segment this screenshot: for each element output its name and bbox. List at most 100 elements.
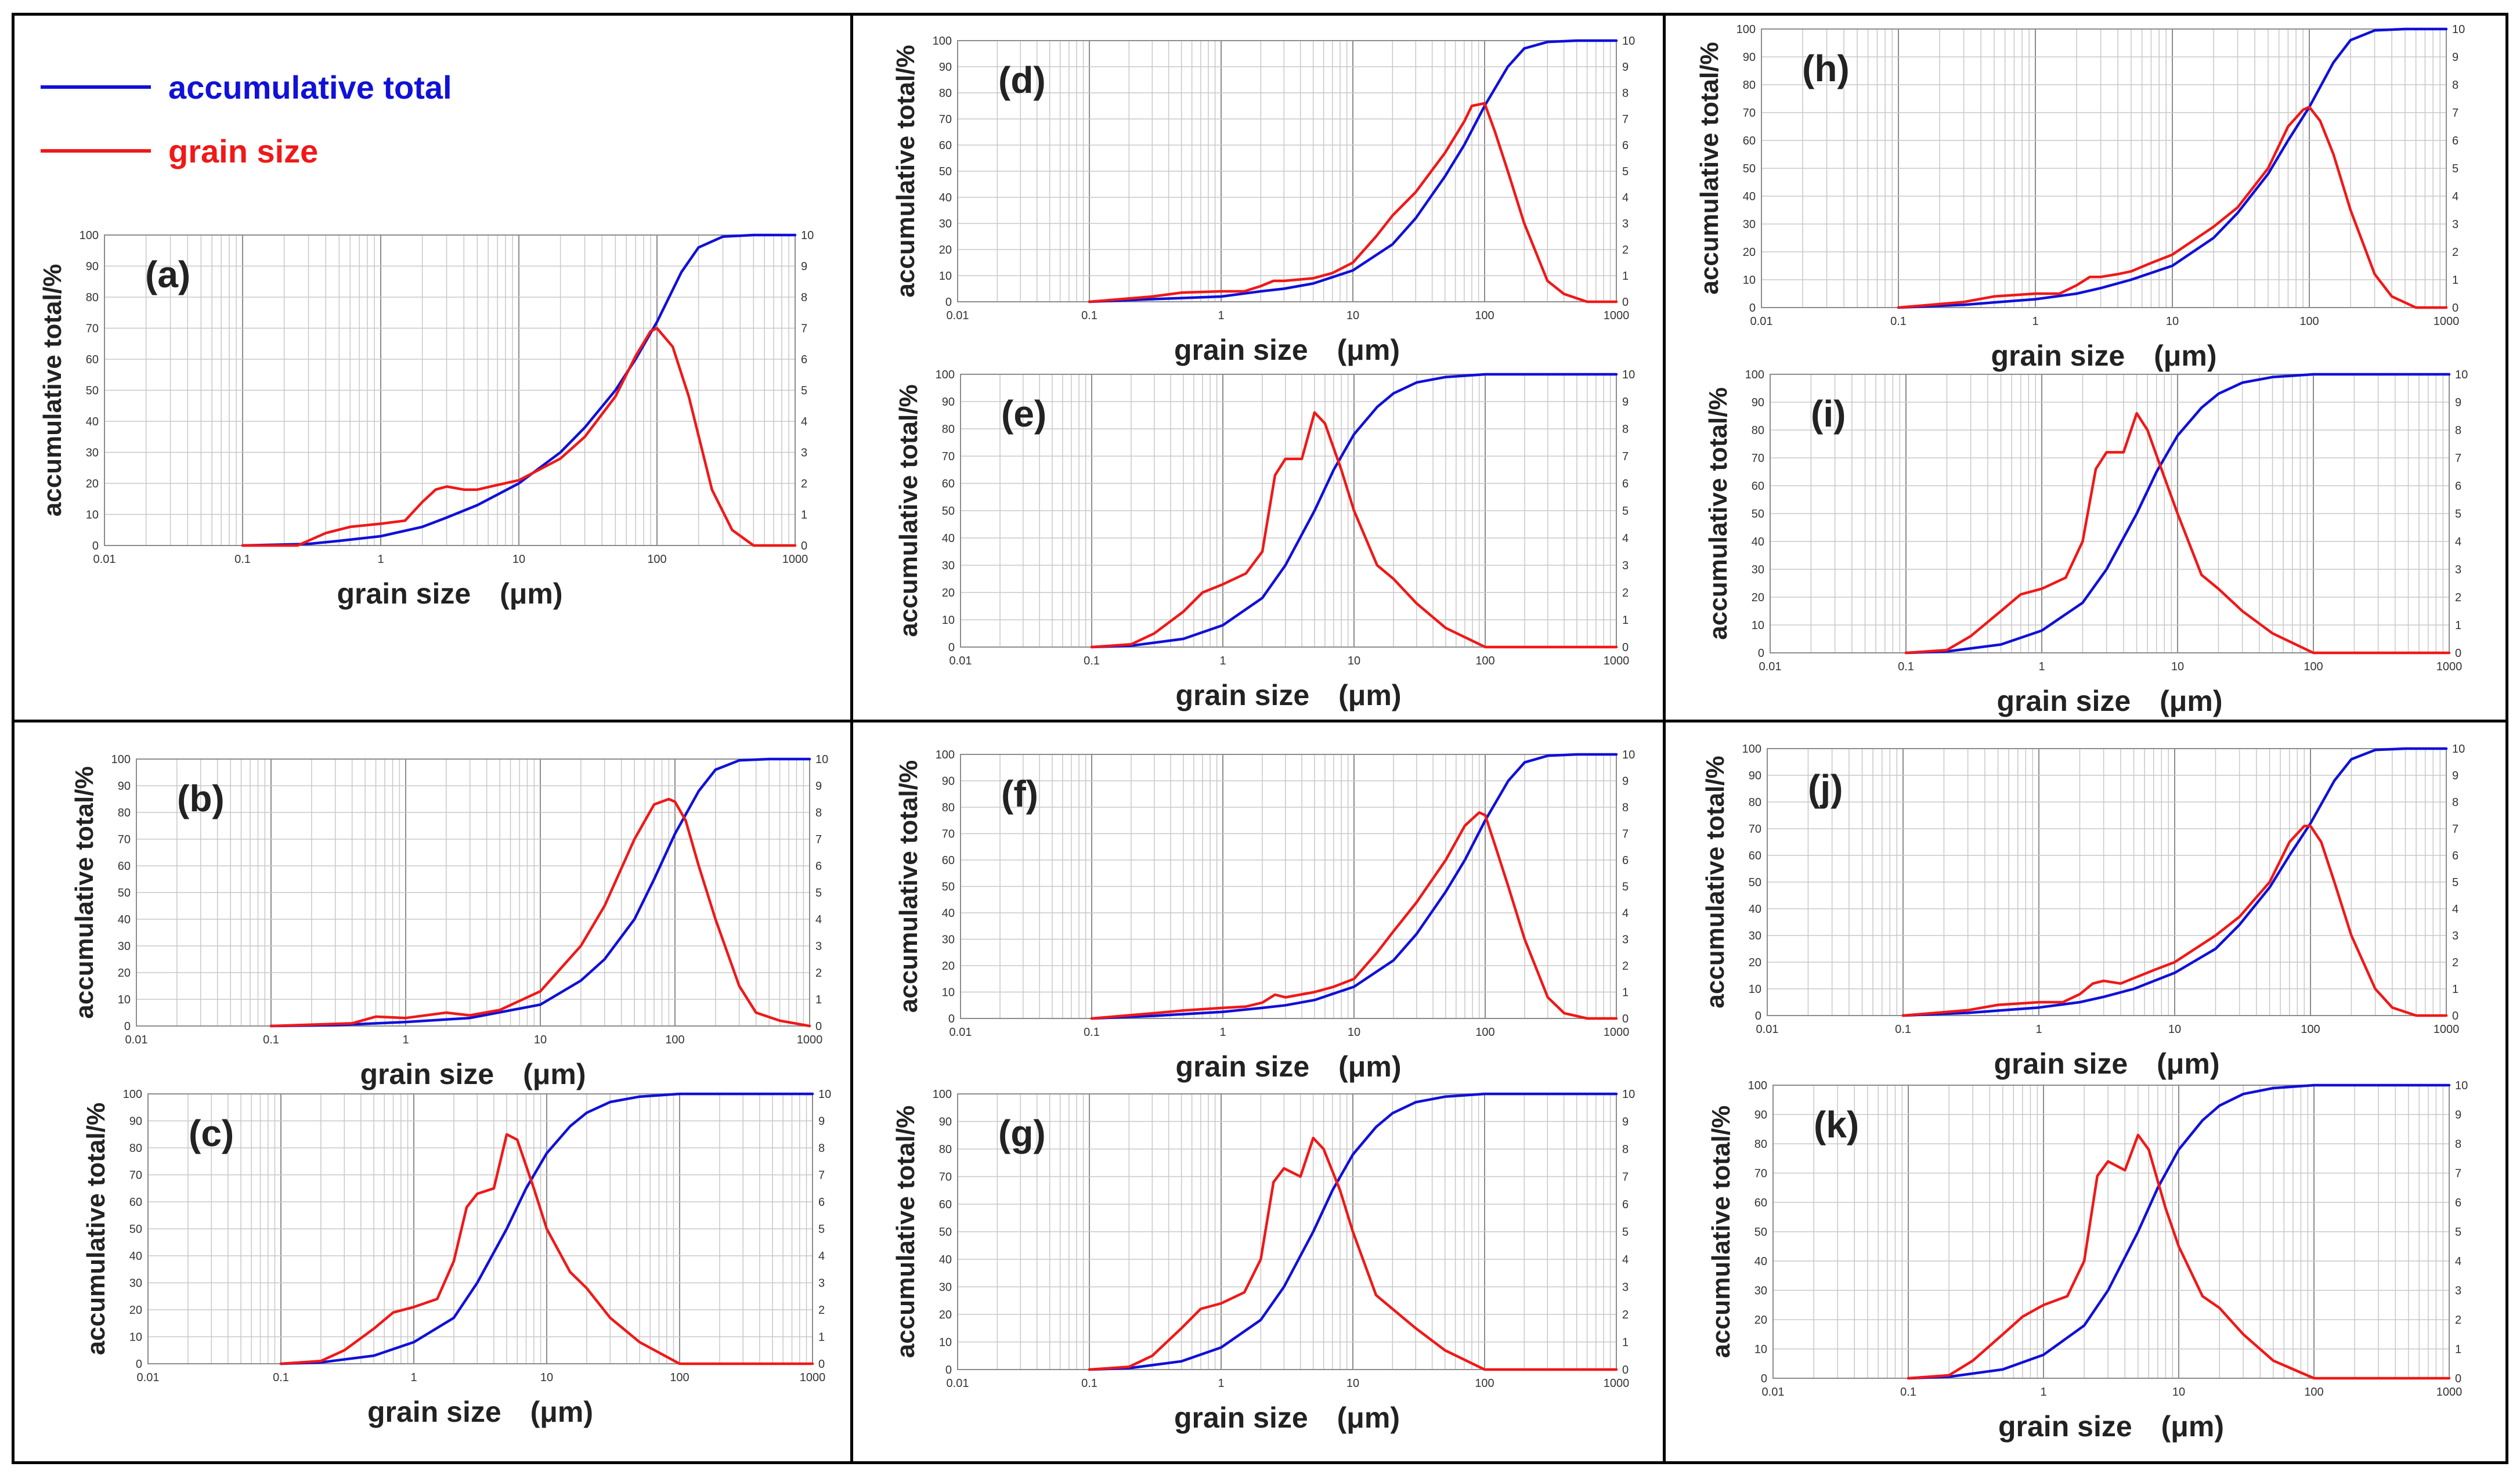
legend: accumulative total grain size bbox=[41, 55, 452, 183]
plot-area bbox=[960, 754, 1617, 1019]
y-tick-label-left: 80 bbox=[942, 801, 955, 814]
panel-label: (b) bbox=[177, 778, 225, 819]
y-tick-label-left: 10 bbox=[1754, 1343, 1767, 1356]
x-tick-label: 0.1 bbox=[273, 1371, 289, 1384]
y-tick-label-left: 70 bbox=[942, 450, 955, 463]
y-tick-label-right: 10 bbox=[1622, 749, 1635, 761]
y-tick-label-right: 4 bbox=[2455, 1255, 2461, 1268]
y-tick-label-right: 8 bbox=[2452, 796, 2458, 809]
x-axis-title: grain size (μm) bbox=[1998, 1410, 2224, 1443]
y-tick-label-right: 1 bbox=[2455, 619, 2461, 632]
y-tick-label-right: 1 bbox=[1622, 270, 1629, 283]
frame-divider-vertical-1 bbox=[850, 13, 853, 1464]
y-tick-label-left: 60 bbox=[86, 353, 99, 366]
series-line-accumulative bbox=[1904, 373, 2451, 655]
y-tick-label-right: 9 bbox=[2455, 1109, 2461, 1122]
y-tick-label-left: 60 bbox=[939, 1198, 952, 1211]
x-tick-label: 100 bbox=[2304, 660, 2323, 673]
x-tick-label: 0.01 bbox=[1750, 315, 1773, 328]
y-tick-label-right: 1 bbox=[1622, 987, 1629, 999]
y-axis-title: accumulative total/% bbox=[891, 1106, 920, 1358]
y-tick-label-right: 5 bbox=[2452, 876, 2458, 889]
x-tick-label: 1 bbox=[410, 1371, 417, 1384]
y-tick-label-left: 0 bbox=[948, 1013, 955, 1025]
y-tick-label-left: 0 bbox=[124, 1020, 131, 1033]
y-tick-label-right: 9 bbox=[818, 1115, 825, 1128]
y-tick-label-left: 90 bbox=[86, 261, 99, 273]
panel-label: (j) bbox=[1808, 767, 1843, 809]
y-tick-label-right: 10 bbox=[2452, 743, 2465, 756]
y-tick-label-right: 1 bbox=[1622, 1336, 1629, 1349]
series-line-accumulative bbox=[1088, 39, 1618, 304]
y-tick-label-left: 40 bbox=[939, 192, 952, 204]
y-tick-label-right: 9 bbox=[801, 261, 807, 273]
y-tick-label-left: 40 bbox=[942, 532, 955, 545]
y-tick-label-right: 7 bbox=[2452, 107, 2458, 120]
x-tick-label: 0.1 bbox=[1895, 1023, 1911, 1036]
y-tick-label-left: 80 bbox=[942, 423, 955, 436]
series-line-accumulative bbox=[1897, 27, 2448, 309]
y-tick-label-right: 1 bbox=[2452, 983, 2458, 996]
y-tick-label-right: 2 bbox=[1622, 587, 1629, 599]
y-tick-label-right: 10 bbox=[2455, 368, 2468, 381]
series-line-grain-size bbox=[269, 797, 811, 1028]
y-tick-label-right: 7 bbox=[2455, 1168, 2461, 1180]
y-tick-label-left: 10 bbox=[942, 987, 955, 999]
y-tick-label-left: 20 bbox=[942, 960, 955, 973]
x-tick-label: 1 bbox=[1218, 1377, 1224, 1390]
chart-a: 0.01 0.1 1 10 100 100001020304050607080901000… bbox=[38, 229, 814, 610]
y-tick-label-right: 4 bbox=[818, 1250, 825, 1263]
y-tick-label-left: 10 bbox=[86, 509, 99, 522]
y-tick-label-right: 0 bbox=[1622, 296, 1629, 309]
y-tick-label-right: 7 bbox=[1622, 1171, 1629, 1184]
y-tick-label-right: 0 bbox=[1622, 1364, 1629, 1377]
y-tick-label-left: 40 bbox=[1743, 190, 1756, 203]
x-tick-label: 100 bbox=[2304, 1386, 2323, 1399]
y-tick-label-right: 2 bbox=[2452, 246, 2458, 259]
y-tick-label-left: 70 bbox=[1749, 823, 1761, 836]
y-tick-label-right: 6 bbox=[2452, 135, 2458, 147]
x-tick-label: 10 bbox=[534, 1034, 547, 1046]
series-line-grain-size bbox=[241, 327, 797, 547]
y-tick-label-left: 80 bbox=[1743, 79, 1756, 92]
y-tick-label-left: 0 bbox=[945, 1364, 952, 1377]
y-tick-label-right: 10 bbox=[2455, 1079, 2468, 1092]
x-axis-title: grain size (μm) bbox=[367, 1396, 593, 1428]
y-tick-label-left: 60 bbox=[942, 478, 955, 490]
y-tick-label-left: 40 bbox=[129, 1250, 142, 1263]
y-tick-label-right: 10 bbox=[2452, 23, 2465, 36]
y-tick-label-right: 6 bbox=[2455, 480, 2461, 493]
x-tick-label: 0.01 bbox=[93, 553, 116, 566]
y-tick-label-left: 100 bbox=[933, 35, 952, 48]
y-tick-label-left: 20 bbox=[1743, 246, 1756, 259]
series-line-accumulative bbox=[1090, 753, 1618, 1020]
y-tick-label-left: 0 bbox=[92, 540, 99, 552]
y-tick-label-right: 0 bbox=[2452, 1010, 2458, 1023]
x-tick-label: 1000 bbox=[1604, 655, 1630, 667]
x-tick-label: 0.01 bbox=[947, 1377, 969, 1390]
x-tick-label: 10 bbox=[1346, 1377, 1359, 1390]
y-tick-label-left: 50 bbox=[939, 165, 952, 178]
y-tick-label-right: 5 bbox=[1622, 505, 1629, 518]
x-axis-title: grain size (μm) bbox=[1176, 1050, 1402, 1083]
frame-border-top bbox=[12, 13, 2508, 16]
panel-label: (c) bbox=[189, 1112, 234, 1154]
y-axis-title: accumulative total/% bbox=[1704, 387, 1732, 640]
y-tick-label-left: 50 bbox=[939, 1226, 952, 1239]
y-tick-label-right: 0 bbox=[815, 1020, 822, 1033]
y-tick-label-right: 2 bbox=[818, 1304, 825, 1317]
y-tick-label-right: 8 bbox=[1622, 1143, 1629, 1156]
legend-item-accumulative: accumulative total bbox=[41, 55, 452, 119]
x-axis-title: grain size (μm) bbox=[1174, 334, 1400, 366]
y-tick-label-right: 6 bbox=[818, 1196, 825, 1209]
y-tick-label-right: 2 bbox=[815, 967, 822, 980]
x-tick-label: 10 bbox=[512, 553, 525, 566]
panel-label: (k) bbox=[1814, 1104, 1859, 1146]
y-tick-label-right: 3 bbox=[818, 1277, 825, 1290]
x-axis-title: grain size (μm) bbox=[337, 577, 563, 610]
y-tick-label-right: 10 bbox=[815, 753, 828, 766]
y-tick-label-left: 90 bbox=[942, 396, 955, 409]
y-tick-label-right: 8 bbox=[1622, 87, 1629, 100]
x-tick-label: 100 bbox=[2301, 1023, 2320, 1036]
x-tick-label: 1 bbox=[2040, 1386, 2046, 1399]
